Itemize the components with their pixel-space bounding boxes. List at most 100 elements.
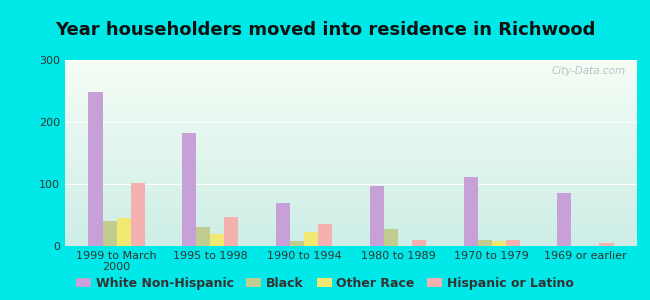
Bar xyxy=(65,146,637,147)
Bar xyxy=(224,217,239,246)
Bar xyxy=(65,242,637,244)
Bar xyxy=(65,118,637,119)
Bar xyxy=(131,183,145,246)
Bar xyxy=(65,149,637,151)
Bar xyxy=(65,108,637,110)
Bar xyxy=(65,177,637,179)
Bar xyxy=(65,60,637,62)
Bar xyxy=(65,181,637,183)
Bar xyxy=(65,229,637,231)
Bar xyxy=(65,134,637,136)
Bar xyxy=(506,240,520,246)
Bar xyxy=(65,80,637,82)
Bar xyxy=(65,136,637,138)
Bar xyxy=(65,238,637,240)
Bar xyxy=(65,127,637,129)
Bar xyxy=(65,196,637,198)
Bar xyxy=(65,205,637,207)
Bar xyxy=(116,218,131,246)
Bar xyxy=(65,214,637,216)
Bar xyxy=(65,133,637,134)
Bar xyxy=(599,243,614,246)
Bar xyxy=(65,112,637,114)
Bar xyxy=(65,203,637,205)
Bar xyxy=(65,166,637,168)
Bar xyxy=(370,187,384,246)
Bar xyxy=(65,144,637,146)
Bar xyxy=(65,86,637,88)
Bar xyxy=(65,168,637,170)
Bar xyxy=(318,224,332,246)
Bar xyxy=(65,237,637,239)
Bar xyxy=(276,202,290,246)
Bar xyxy=(65,160,637,162)
Bar xyxy=(65,170,637,172)
Bar xyxy=(65,110,637,112)
Bar xyxy=(65,233,637,235)
Bar xyxy=(65,125,637,127)
Bar xyxy=(65,198,637,200)
Bar xyxy=(65,159,637,161)
Bar xyxy=(65,240,637,242)
Bar xyxy=(88,92,103,246)
Bar xyxy=(65,82,637,84)
Bar xyxy=(65,64,637,66)
Bar xyxy=(65,222,637,224)
Bar xyxy=(65,211,637,212)
Bar xyxy=(65,97,637,99)
Bar xyxy=(65,164,637,166)
Bar xyxy=(65,172,637,173)
Bar xyxy=(65,88,637,90)
Bar xyxy=(65,79,637,80)
Bar xyxy=(65,187,637,188)
Legend: White Non-Hispanic, Black, Other Race, Hispanic or Latino: White Non-Hispanic, Black, Other Race, H… xyxy=(72,273,578,294)
Bar xyxy=(65,129,637,131)
Bar xyxy=(65,123,637,125)
Bar xyxy=(65,231,637,233)
Bar xyxy=(65,103,637,105)
Bar xyxy=(65,114,637,116)
Bar xyxy=(65,227,637,229)
Bar xyxy=(65,151,637,153)
Bar xyxy=(65,218,637,220)
Bar xyxy=(65,142,637,144)
Bar xyxy=(65,106,637,108)
Bar xyxy=(65,216,637,218)
Bar xyxy=(196,227,211,246)
Bar xyxy=(65,131,637,133)
Bar xyxy=(65,192,637,194)
Bar xyxy=(65,244,637,246)
Bar xyxy=(65,122,637,123)
Bar xyxy=(65,190,637,192)
Bar xyxy=(65,153,637,155)
Bar xyxy=(65,119,637,122)
Bar xyxy=(65,173,637,175)
Bar xyxy=(65,201,637,203)
Bar xyxy=(65,179,637,181)
Bar xyxy=(65,157,637,159)
Bar xyxy=(65,62,637,64)
Bar xyxy=(65,147,637,149)
Bar xyxy=(65,116,637,118)
Bar xyxy=(65,226,637,227)
Bar xyxy=(65,224,637,226)
Bar xyxy=(182,133,196,246)
Bar xyxy=(65,162,637,164)
Bar xyxy=(65,69,637,71)
Bar xyxy=(65,207,637,209)
Bar xyxy=(65,235,637,237)
Bar xyxy=(65,95,637,97)
Bar xyxy=(491,241,506,246)
Bar xyxy=(384,229,398,246)
Bar xyxy=(65,75,637,77)
Bar xyxy=(65,175,637,177)
Bar xyxy=(412,240,426,246)
Bar xyxy=(65,101,637,103)
Bar xyxy=(65,105,637,106)
Bar xyxy=(65,183,637,184)
Bar xyxy=(65,155,637,157)
Bar xyxy=(478,240,491,246)
Bar xyxy=(290,241,304,246)
Bar xyxy=(65,71,637,73)
Bar xyxy=(65,99,637,101)
